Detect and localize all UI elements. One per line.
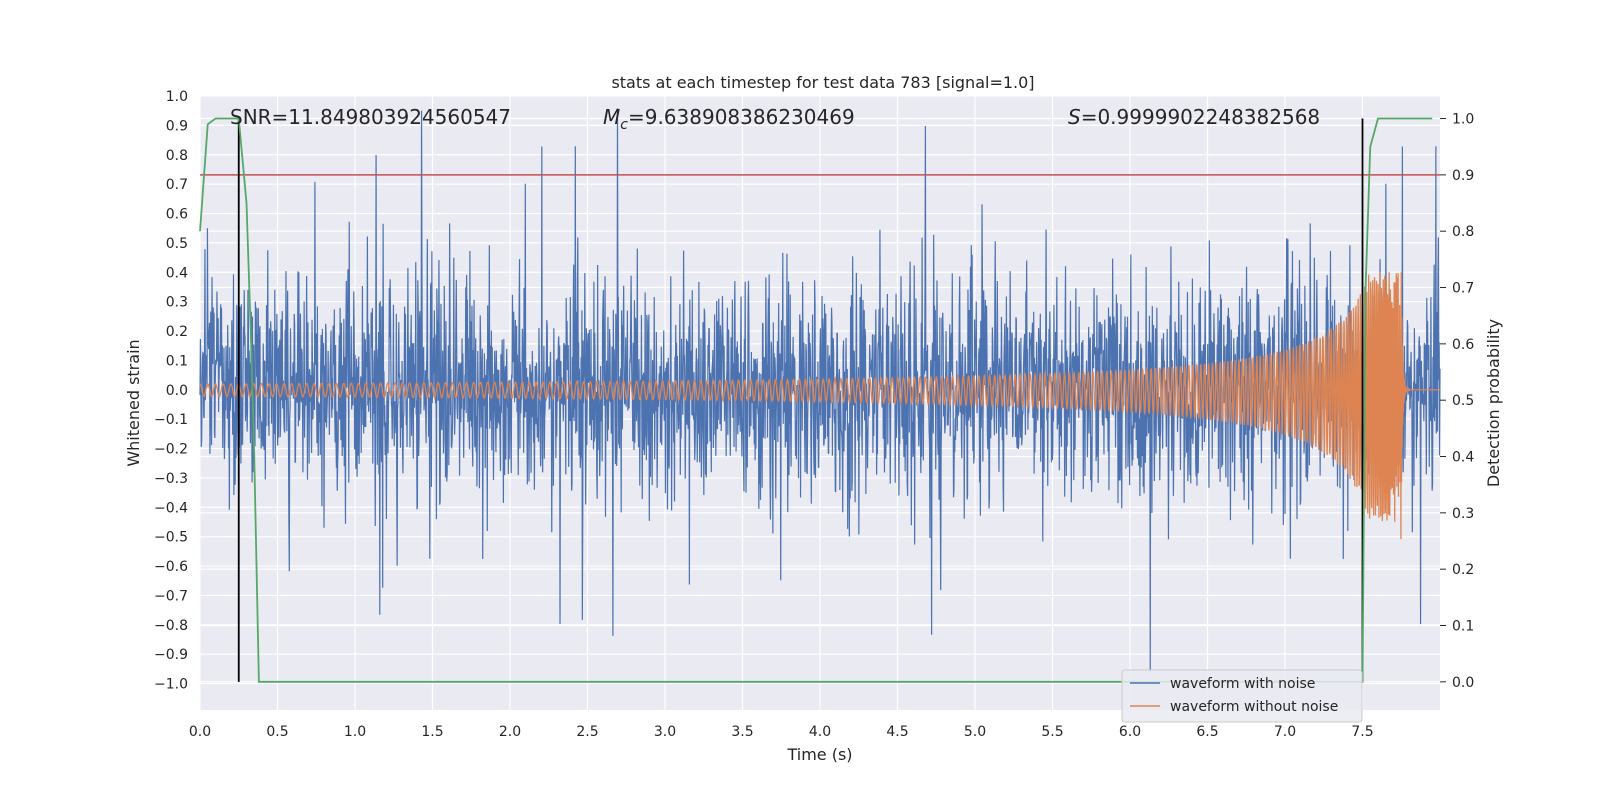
y-tick-label-6: 0.4	[166, 265, 188, 281]
x-tick-label-11: 5.5	[1041, 724, 1063, 740]
x-tick-label-4: 2.0	[499, 724, 521, 740]
y-tick-label-11: −0.1	[154, 412, 188, 428]
y2-axis-label: Detection probability	[1484, 319, 1503, 487]
y-tick-label-1: 0.9	[166, 118, 188, 134]
y2-tick-label-4: 0.6	[1452, 337, 1474, 353]
x-tick-label-15: 7.5	[1351, 724, 1373, 740]
y-tick-label-13: −0.3	[154, 471, 188, 487]
y-tick-label-3: 0.7	[166, 177, 188, 193]
y-tick-label-2: 0.8	[166, 148, 188, 164]
y2-tick-label-1: 0.9	[1452, 168, 1474, 184]
x-axis-label: Time (s)	[786, 745, 852, 764]
x-tick-label-10: 5.0	[964, 724, 986, 740]
y2-tick-label-5: 0.5	[1452, 393, 1474, 409]
y-tick-label-15: −0.5	[154, 530, 188, 546]
waveform-without-noise-series	[199, 272, 1440, 540]
y-tick-label-12: −0.2	[154, 442, 188, 458]
score-annotation: S=0.9999902248382568	[1068, 105, 1320, 129]
x-tick-label-14: 7.0	[1274, 724, 1296, 740]
x-tick-label-8: 4.0	[809, 724, 831, 740]
y-tick-label-10: 0.0	[166, 383, 188, 399]
y-tick-label-8: 0.2	[166, 324, 188, 340]
x-tick-label-12: 6.0	[1119, 724, 1141, 740]
y-tick-label-20: −1.0	[154, 677, 188, 693]
x-tick-label-0: 0.0	[189, 724, 211, 740]
score-value: =0.9999902248382568	[1081, 105, 1320, 129]
legend: waveform with noise waveform without noi…	[1121, 669, 1363, 723]
legend-entry-clean: waveform without noise	[1170, 699, 1338, 715]
y-tick-label-4: 0.6	[166, 207, 188, 223]
clean-line	[199, 272, 1440, 540]
y-tick-label-17: −0.7	[154, 588, 188, 604]
y2-tick-label-3: 0.7	[1452, 281, 1474, 297]
y2-tick-label-10: 0.0	[1452, 675, 1474, 691]
x-axis-ticks: 0.0 0.5 1.0 1.5 2.0 2.5 3.0 3.5 4.0 4.5 5.0 5.5 6.0 6…	[189, 724, 1374, 740]
chirp-mass-value: =9.638908386230469	[628, 105, 855, 129]
y-tick-label-16: −0.6	[154, 559, 188, 575]
x-tick-label-7: 3.5	[731, 724, 753, 740]
x-tick-label-2: 1.0	[344, 724, 366, 740]
x-tick-label-5: 2.5	[576, 724, 598, 740]
y2-tick-label-8: 0.2	[1452, 562, 1474, 578]
chirp-mass-symbol: M	[603, 105, 620, 129]
legend-entry-noise: waveform with noise	[1170, 676, 1315, 692]
detection-probability-line	[199, 117, 1433, 683]
chirp-mass-annotation: Mc=9.638908386230469	[603, 105, 855, 133]
y-tick-label-5: 0.5	[166, 236, 188, 252]
legend-box	[1121, 669, 1363, 723]
x-tick-label-3: 1.5	[421, 724, 443, 740]
score-symbol: S	[1068, 105, 1081, 129]
y-tick-label-14: −0.4	[154, 500, 188, 516]
y2-tick-label-2: 0.8	[1452, 224, 1474, 240]
overlay-lines	[199, 117, 1440, 683]
x-tick-label-6: 3.0	[654, 724, 676, 740]
y2-tick-label-0: 1.0	[1452, 112, 1474, 128]
x-tick-label-1: 0.5	[266, 724, 288, 740]
waveform-with-noise-series	[199, 108, 1441, 672]
y2-tick-label-9: 0.1	[1452, 619, 1474, 635]
chirp-mass-subscript: c	[620, 117, 628, 133]
y-tick-label-19: −0.9	[154, 647, 188, 663]
noise-line	[199, 108, 1441, 672]
chart-title: stats at each timestep for test data 783…	[611, 73, 1034, 92]
y2-axis-ticks: 1.0 0.9 0.8 0.7 0.6 0.5 0.4 0.3 0.2 0.1 0.0	[1440, 112, 1474, 691]
y-axis-ticks: 1.0 0.9 0.8 0.7 0.6 0.5 0.4 0.3 0.2 0.1 0.0 −0.1 −0.…	[154, 89, 188, 693]
y-tick-label-7: 0.3	[166, 295, 188, 311]
y-axis-label: Whitened strain	[124, 339, 143, 466]
x-tick-label-13: 6.5	[1196, 724, 1218, 740]
y2-tick-label-6: 0.4	[1452, 450, 1474, 466]
y-tick-label-18: −0.8	[154, 618, 188, 634]
x-tick-label-9: 4.5	[886, 724, 908, 740]
snr-annotation: SNR=11.849803924560547	[230, 105, 511, 129]
y2-tick-label-7: 0.3	[1452, 506, 1474, 522]
y-tick-label-0: 1.0	[166, 89, 188, 105]
y-tick-label-9: 0.1	[166, 353, 188, 369]
